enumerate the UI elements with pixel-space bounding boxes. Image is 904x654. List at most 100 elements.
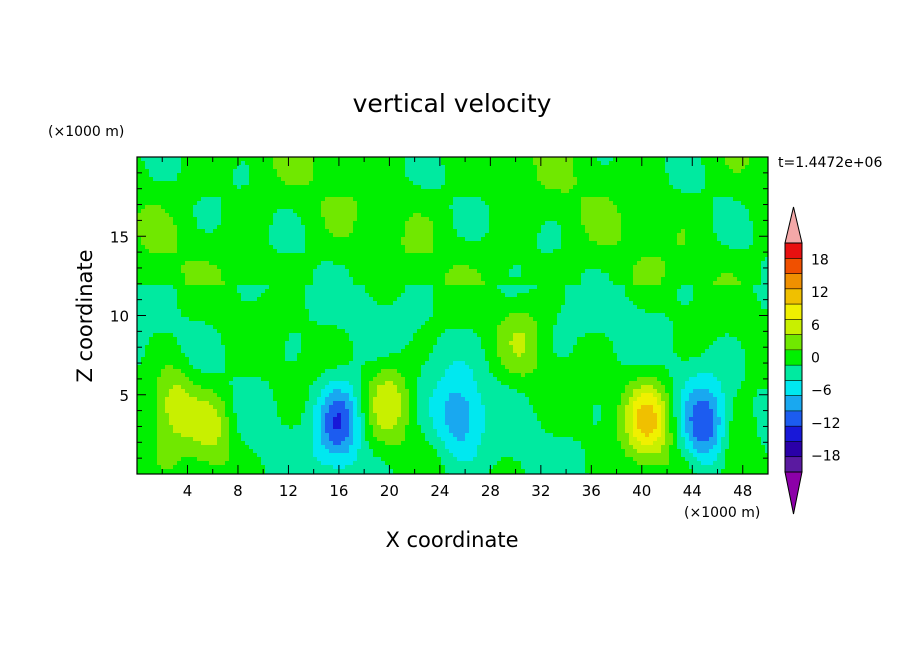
field-cell [753,209,758,214]
field-cell [545,157,550,162]
field-cell [349,189,354,194]
field-cell [473,197,478,202]
field-cell [609,193,614,198]
field-cell [669,261,674,266]
field-cell [329,241,334,246]
field-cell [373,169,378,174]
field-cell [185,273,190,278]
field-cell [561,225,566,230]
field-cell [373,177,378,182]
field-cell [481,217,486,222]
field-cell [729,213,734,218]
field-cell [229,241,234,246]
field-cell [373,201,378,206]
field-cell [325,245,330,250]
field-cell [249,269,254,274]
field-cell [593,245,598,250]
field-cell [505,281,510,286]
field-cell [157,229,162,234]
field-cell [205,221,210,226]
field-cell [537,209,542,214]
field-cell [365,197,370,202]
field-cell [393,177,398,182]
field-cell [317,209,322,214]
field-cell [209,173,214,178]
field-cell [653,173,658,178]
field-cell [745,205,750,210]
field-cell [273,265,278,270]
field-cell [357,225,362,230]
field-cell [193,185,198,190]
field-cell [685,197,690,202]
field-cell [205,193,210,198]
field-cell [553,201,558,206]
field-cell [309,281,314,286]
field-cell [445,201,450,206]
field-cell [613,185,618,190]
field-cell [309,233,314,238]
field-cell [161,245,166,250]
field-cell [577,157,582,162]
field-cell [173,241,178,246]
field-cell [369,225,374,230]
field-cell [741,181,746,186]
field-cell [621,201,626,206]
field-cell [717,201,722,206]
field-cell [473,177,478,182]
field-cell [549,273,554,278]
field-cell [601,169,606,174]
field-cell [453,233,458,238]
field-cell [613,245,618,250]
field-cell [693,245,698,250]
field-cell [517,205,522,210]
field-cell [573,185,578,190]
field-cell [229,221,234,226]
field-cell [265,261,270,266]
field-cell [717,221,722,226]
field-cell [701,197,706,202]
field-cell [537,177,542,182]
field-cell [585,177,590,182]
field-cell [289,281,294,286]
field-cell [401,281,406,286]
field-cell [701,213,706,218]
field-cell [753,213,758,218]
field-cell [365,273,370,278]
field-cell [225,169,230,174]
field-cell [501,197,506,202]
field-cell [501,261,506,266]
field-cell [305,233,310,238]
field-cell [721,201,726,206]
field-cell [653,197,658,202]
field-cell [425,277,430,282]
field-cell [253,245,258,250]
field-cell [369,261,374,266]
field-cell [425,165,430,170]
field-cell [473,193,478,198]
field-cell [533,265,538,270]
field-cell [337,241,342,246]
field-cell [161,157,166,162]
field-cell [469,161,474,166]
field-cell [301,269,306,274]
field-cell [469,189,474,194]
field-cell [645,257,650,262]
field-cell [177,265,182,270]
field-cell [453,277,458,282]
field-cell [305,253,310,258]
field-cell [433,261,438,266]
field-cell [749,193,754,198]
field-cell [585,241,590,246]
field-cell [733,197,738,202]
field-cell [313,161,318,166]
field-cell [321,261,326,266]
field-cell [145,161,150,166]
field-cell [365,165,370,170]
field-cell [141,229,146,234]
field-cell [561,213,566,218]
field-cell [609,197,614,202]
field-cell [321,249,326,254]
field-cell [337,281,342,286]
field-cell [665,265,670,270]
field-cell [449,261,454,266]
